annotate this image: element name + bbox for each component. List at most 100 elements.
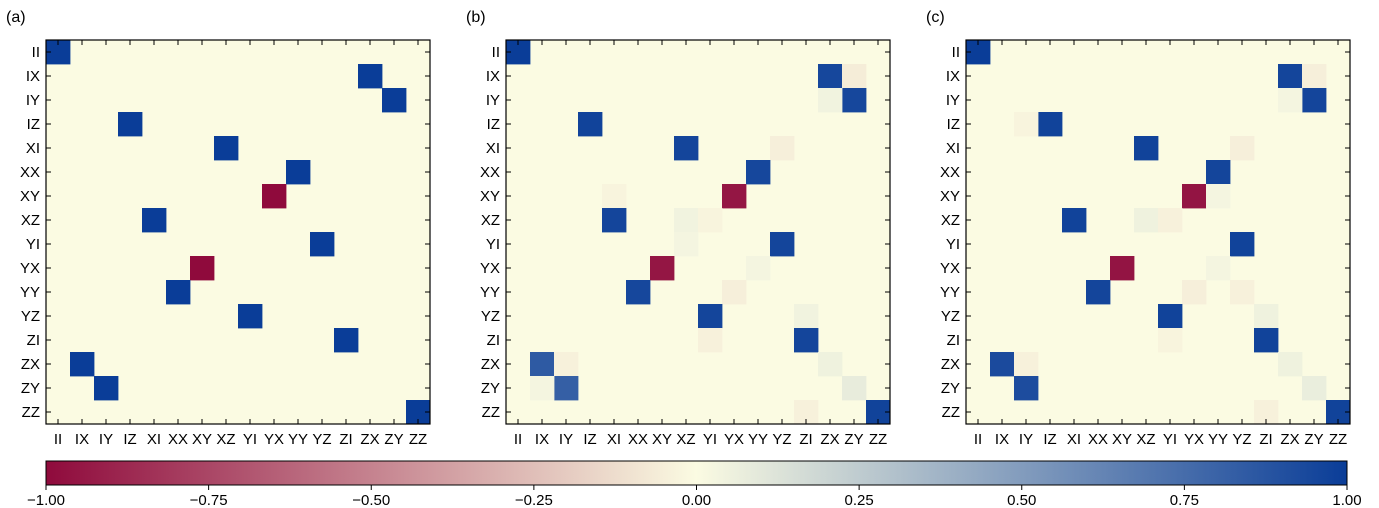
heatmap-cell-XY-YX <box>262 184 287 209</box>
x-tick-label-a-XZ: XZ <box>216 431 235 448</box>
x-tick-label-b-ZX: ZX <box>820 431 839 448</box>
heatmap-cell-ZX-IY <box>554 352 579 377</box>
x-tick-label-a-IZ: IZ <box>123 431 136 448</box>
colorbar-tick-label: 0.50 <box>1007 492 1036 508</box>
heatmap-cell-XX-YY <box>1206 160 1231 185</box>
x-tick-label-b-YX: YX <box>724 431 744 448</box>
y-tick-label-b-YZ: YZ <box>481 308 500 325</box>
x-tick-label-a-ZX: ZX <box>360 431 379 448</box>
x-tick-label-a-XI: XI <box>147 431 161 448</box>
heatmap-cell-ZI-ZI <box>334 328 359 353</box>
x-tick-label-c-YI: YI <box>1163 431 1177 448</box>
y-tick-label-c-ZZ: ZZ <box>942 404 960 421</box>
heatmap-cell-ZI-ZI <box>794 328 819 353</box>
colorbar-tick-label: −0.25 <box>515 492 553 508</box>
x-tick-label-c-XZ: XZ <box>1136 431 1155 448</box>
heatmap-cell-YI-YZ <box>1230 232 1255 257</box>
heatmap-cell-ZY-IY <box>94 376 119 401</box>
x-tick-label-c-IZ: IZ <box>1043 431 1056 448</box>
y-tick-label-c-YZ: YZ <box>941 308 960 325</box>
panel-label-a: (a) <box>6 9 26 26</box>
heatmap-cell-XI-XZ <box>674 136 699 161</box>
heatmap-cell-YY-YX <box>722 280 747 305</box>
x-tick-label-a-ZZ: ZZ <box>409 431 427 448</box>
heatmap-cell-IX-ZX <box>818 64 843 89</box>
x-tick-label-a-IY: IY <box>99 431 113 448</box>
x-tick-label-c-XY: XY <box>1112 431 1132 448</box>
y-tick-label-a-ZI: ZI <box>27 332 40 349</box>
heatmap-cell-XI-XZ <box>1134 136 1159 161</box>
heatmap-cell-ZI-ZI <box>1254 328 1279 353</box>
y-tick-label-b-XI: XI <box>486 140 500 157</box>
heatmap-cell-XZ-XI <box>602 208 627 233</box>
heatmap-cell-IX-ZY <box>1302 64 1327 89</box>
colorbar-gradient <box>45 460 1348 486</box>
heatmap-cell-YI-YZ <box>770 232 795 257</box>
panel-label-c: (c) <box>926 9 945 26</box>
heatmap-cell-XZ-YI <box>1158 208 1183 233</box>
heatmap-cell-XZ-XI <box>1062 208 1087 233</box>
x-tick-label-c-ZX: ZX <box>1280 431 1299 448</box>
heatmap-cell-ZX-IX <box>990 352 1015 377</box>
x-tick-label-a-ZI: ZI <box>339 431 352 448</box>
y-tick-label-c-XZ: XZ <box>941 212 960 229</box>
axes-frame <box>45 39 431 425</box>
heatmap-cell-YZ-YI <box>698 304 723 329</box>
heatmap-cell-XZ-YI <box>698 208 723 233</box>
y-tick-label-a-YX: YX <box>20 260 40 277</box>
x-tick-label-b-ZZ: ZZ <box>869 431 887 448</box>
y-tick-label-a-XI: XI <box>26 140 40 157</box>
x-tick-label-c-ZI: ZI <box>1259 431 1272 448</box>
y-tick-label-a-YZ: YZ <box>21 308 40 325</box>
heatmap-cell-YX-XY <box>650 256 675 281</box>
panel-label-b: (b) <box>466 9 486 26</box>
heatmap-cell-ZY-ZY <box>1302 376 1327 401</box>
heatmap-cell-XZ-XZ <box>674 208 699 233</box>
y-tick-label-c-XY: XY <box>940 188 960 205</box>
heatmap-cell-XY-YX <box>722 184 747 209</box>
heatmap-cell-YX-XY <box>190 256 215 281</box>
heatmap-cell-ZX-ZX <box>818 352 843 377</box>
y-tick-label-b-ZY: ZY <box>481 380 500 397</box>
y-tick-label-b-YI: YI <box>486 236 500 253</box>
heatmap-cell-ZY-ZY <box>842 376 867 401</box>
heatmap-panel-b: (b) IIIIIXIXIYIYIZIZXIXIXXXXXYXYXZXZYIYI… <box>466 9 891 448</box>
x-tick-label-a-XY: XY <box>192 431 212 448</box>
y-tick-label-c-YI: YI <box>946 236 960 253</box>
heatmap-cell-XX-YY <box>746 160 771 185</box>
x-tick-label-c-YY: YY <box>1208 431 1228 448</box>
x-tick-label-b-YY: YY <box>748 431 768 448</box>
x-tick-label-b-II: II <box>514 431 522 448</box>
y-tick-label-a-YI: YI <box>26 236 40 253</box>
heatmap-cell-YZ-YI <box>238 304 263 329</box>
x-tick-label-a-YY: YY <box>288 431 308 448</box>
x-tick-label-b-XI: XI <box>607 431 621 448</box>
heatmap-cell-IZ-IZ <box>118 112 143 137</box>
colorbar-tick-label: 1.00 <box>1332 492 1361 508</box>
colorbar-tick-label: −1.00 <box>27 492 65 508</box>
heatmap-cell-IY-ZY <box>842 88 867 113</box>
x-tick-label-c-YZ: YZ <box>1232 431 1251 448</box>
heatmap-cell-YI-XZ <box>674 232 699 257</box>
heatmap-cell-YY-YZ <box>1230 280 1255 305</box>
colorbar-tick-label: 0.25 <box>845 492 874 508</box>
heatmap-cell-XZ-XI <box>142 208 167 233</box>
y-tick-label-b-XX: XX <box>480 164 500 181</box>
y-tick-label-b-ZI: ZI <box>487 332 500 349</box>
heatmap-cell-ZX-IX <box>530 352 555 377</box>
y-tick-label-a-IY: IY <box>26 92 40 109</box>
x-tick-label-a-IX: IX <box>75 431 89 448</box>
y-tick-label-c-IX: IX <box>946 68 960 85</box>
heatmap-cell-YX-XY <box>1110 256 1135 281</box>
x-tick-label-b-XX: XX <box>628 431 648 448</box>
y-tick-label-a-XX: XX <box>20 164 40 181</box>
heatmap-cell-YZ-ZI <box>1254 304 1279 329</box>
y-tick-label-a-ZX: ZX <box>21 356 40 373</box>
x-tick-label-b-ZI: ZI <box>799 431 812 448</box>
y-tick-label-c-XX: XX <box>940 164 960 181</box>
heatmap-background <box>46 40 430 424</box>
x-tick-label-c-ZZ: ZZ <box>1329 431 1347 448</box>
heatmap-cell-ZX-IX <box>70 352 95 377</box>
colorbar-tick-label: 0.75 <box>1170 492 1199 508</box>
